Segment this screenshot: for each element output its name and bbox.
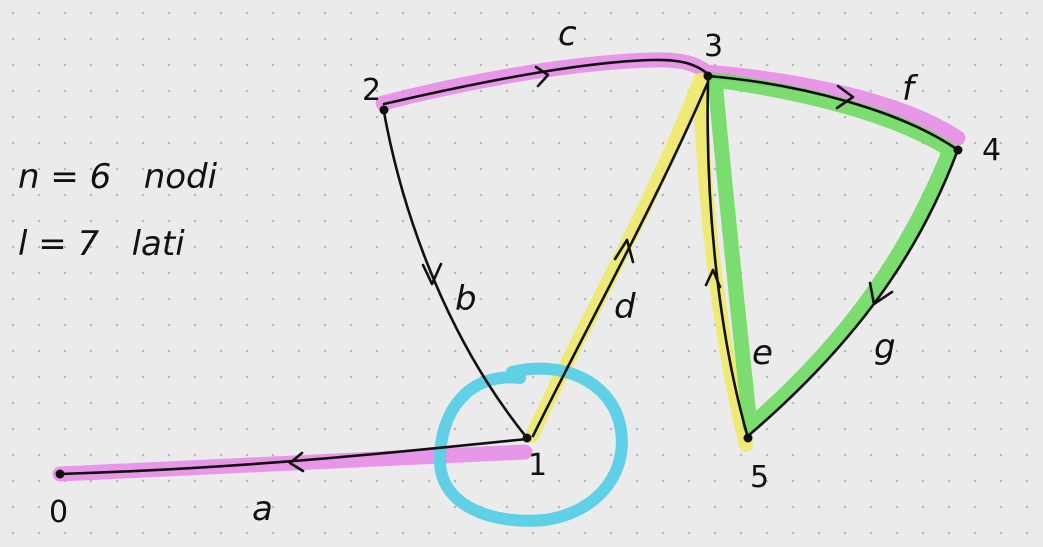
node-1-label: 1 xyxy=(528,448,547,483)
node-3-dot xyxy=(703,71,713,81)
edges xyxy=(58,58,960,476)
node-0-dot xyxy=(55,469,65,479)
edge-g-label: g xyxy=(874,327,896,367)
highlight-edge-d xyxy=(525,73,707,443)
node-1-dot xyxy=(522,433,532,443)
arrow-edge-b xyxy=(421,262,443,286)
cyan-circle-around-node-1 xyxy=(433,362,628,527)
node-2-label: 2 xyxy=(362,73,381,108)
node-0-label: 0 xyxy=(49,495,68,530)
edge-b-label: b xyxy=(455,279,477,319)
edges-count-text: l = 7 lati xyxy=(18,224,185,264)
arrow-edge-g xyxy=(868,281,894,306)
highlight-cycle-5-3 xyxy=(707,72,758,434)
edge-a-label: a xyxy=(252,489,273,529)
edge-c-label: c xyxy=(558,14,577,54)
node-2-dot xyxy=(379,105,389,115)
highlight-edge-e xyxy=(693,75,753,452)
node-5-dot xyxy=(743,433,753,443)
edge-c xyxy=(382,58,710,106)
highlight-edge-f xyxy=(698,64,966,146)
edge-d-label: d xyxy=(614,287,636,327)
node-dots xyxy=(55,71,963,479)
edge-e xyxy=(706,78,750,440)
edge-b xyxy=(382,110,529,440)
arrow-edge-f xyxy=(835,84,855,110)
yellow-path-highlight xyxy=(525,73,753,452)
node-5-label: 5 xyxy=(750,460,769,495)
node-3-label: 3 xyxy=(704,29,723,64)
arrow-edge-d xyxy=(613,238,635,264)
node-4-dot xyxy=(953,145,963,155)
arrow-edge-c xyxy=(534,65,550,88)
nodes-count-text: n = 6 nodi xyxy=(18,157,218,197)
arrow-edge-e xyxy=(704,268,722,289)
edge-a xyxy=(58,437,529,476)
edge-e-label: e xyxy=(752,333,773,373)
node-4-label: 4 xyxy=(982,133,1001,168)
arrow-edge-a xyxy=(288,451,305,473)
edge-d xyxy=(531,80,710,438)
edge-g xyxy=(746,150,959,438)
